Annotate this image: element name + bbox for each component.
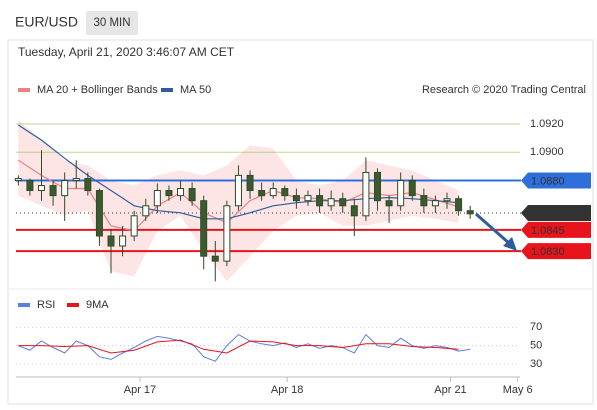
legend-label: MA 20 + Bollinger Bands xyxy=(37,84,158,96)
candle-body xyxy=(373,171,381,202)
candle-body xyxy=(431,200,439,207)
candle-body xyxy=(385,200,393,207)
series-line xyxy=(18,339,459,354)
candle-body xyxy=(281,188,289,197)
candle-body xyxy=(455,198,463,212)
series-line xyxy=(17,124,459,220)
candle-body xyxy=(292,195,300,202)
y-tick-label: 70 xyxy=(530,321,542,333)
plot: MA 20 + Bollinger Bands MA 50 Research © 2… xyxy=(14,84,591,396)
candle-body xyxy=(14,178,22,181)
candle-body xyxy=(26,179,34,192)
level-label: 1.0857 xyxy=(531,208,565,220)
candle-body xyxy=(142,205,150,217)
candle-body xyxy=(466,210,474,215)
legend-swatch xyxy=(18,303,30,307)
candle-body xyxy=(304,195,312,202)
candle-body xyxy=(234,174,242,207)
candle-body xyxy=(350,205,358,217)
level-label: 1.0920 xyxy=(530,118,564,130)
series-line xyxy=(18,333,471,362)
candle-body xyxy=(130,215,138,237)
level-label: 1.0900 xyxy=(530,146,564,158)
timestamp: Tuesday, April 21, 2020 3:46:07 AM CET xyxy=(18,45,235,59)
series-line xyxy=(17,159,459,232)
forecast-arrow xyxy=(475,212,511,246)
legend-label: RSI xyxy=(37,299,55,311)
candle-body xyxy=(397,179,405,207)
candle-body xyxy=(61,179,69,197)
level-box xyxy=(521,221,591,238)
candle-body xyxy=(95,190,103,237)
y-tick-label: 50 xyxy=(530,340,542,352)
candle-body xyxy=(211,255,219,262)
interval-badge[interactable] xyxy=(86,11,138,35)
forecast-arrow-head xyxy=(503,237,517,251)
candle-body xyxy=(327,198,335,207)
candle-body xyxy=(246,174,254,192)
candle-body xyxy=(420,195,428,207)
candle-body xyxy=(188,188,196,202)
x-tick-label: May 6 xyxy=(503,384,533,396)
level-box xyxy=(521,172,591,189)
candle-body xyxy=(408,179,416,197)
y-tick-label: 30 xyxy=(530,358,542,370)
legend-label: 9MA xyxy=(86,299,109,311)
candle-body xyxy=(223,205,231,262)
level-label: 1.0880 xyxy=(531,175,565,187)
candle-body xyxy=(119,235,127,247)
candle-body xyxy=(49,185,57,197)
candle-body xyxy=(84,178,92,192)
level-box xyxy=(521,243,591,260)
candle-body xyxy=(72,178,80,181)
legend-swatch xyxy=(161,88,173,92)
level-label: 1.0830 xyxy=(531,246,565,258)
candle-body xyxy=(269,188,277,197)
x-tick-label: Apr 21 xyxy=(434,384,466,396)
candle-body xyxy=(339,198,347,207)
source: Research © 2020 Trading Central xyxy=(422,84,586,96)
candle-body xyxy=(107,235,115,247)
x-tick-label: Apr 17 xyxy=(124,384,156,396)
candle-body xyxy=(362,171,370,217)
candle-body xyxy=(177,188,185,197)
candle-body xyxy=(37,185,45,192)
interval[interactable]: 30 MIN xyxy=(93,17,130,29)
candle-body xyxy=(258,190,266,197)
level-label: 1.0845 xyxy=(531,225,565,237)
legend-swatch xyxy=(67,303,79,307)
candle-body xyxy=(165,190,173,197)
candle-body xyxy=(316,195,324,207)
candle-body xyxy=(200,200,208,257)
legend-label: MA 50 xyxy=(180,84,211,96)
x-tick-label: Apr 18 xyxy=(271,384,303,396)
candle-body xyxy=(153,190,161,207)
symbol: EUR/USD xyxy=(15,14,78,30)
legend-swatch xyxy=(18,88,30,92)
level-box xyxy=(521,204,591,221)
candle-body xyxy=(443,198,451,202)
